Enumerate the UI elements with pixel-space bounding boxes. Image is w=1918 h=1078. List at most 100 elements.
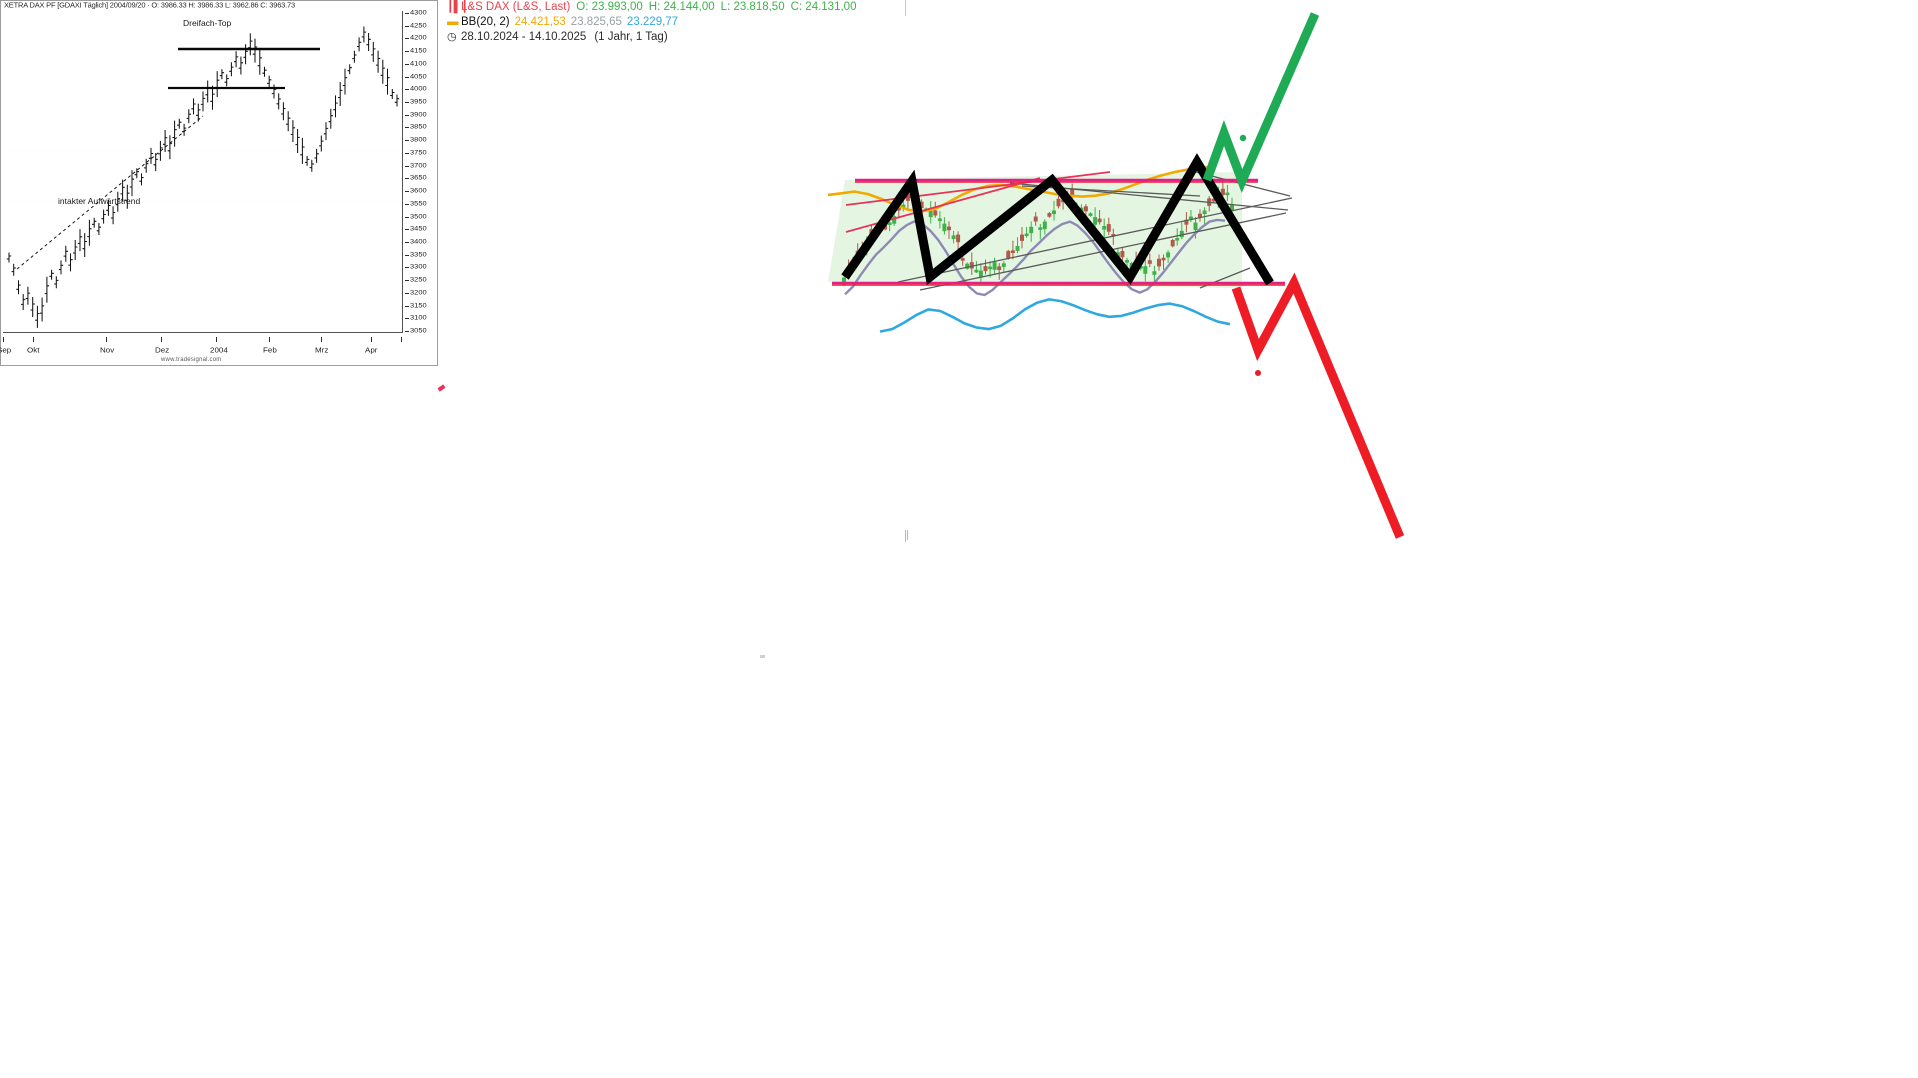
candle-body [1230,204,1234,211]
y-tick [405,140,409,142]
candle-body [1152,271,1157,275]
candle-body [1052,210,1056,215]
candle-body [1143,266,1148,274]
candle-body [1161,257,1166,261]
candle-body [1001,263,1006,267]
candle-body [1211,198,1216,202]
candle-body [1061,199,1066,203]
legend-indicator-row[interactable]: ▬ BB(20, 2) 24.421,53 23.825,65 23.229,77 [447,15,917,30]
candle-body [1006,250,1011,259]
x-tick [371,337,372,342]
candle-body [901,204,906,209]
left-chart-y-axis: 4300 4250 4200 4150 4100 4050 4000 3950 3900 3850… [405,9,437,335]
candle-body [1074,206,1079,210]
candle-body [896,207,901,211]
y-tick [405,38,409,40]
x-tick [106,337,107,342]
candle-body [1120,251,1125,258]
y-tick [405,114,409,116]
y-tick-label: 3400 [410,237,427,246]
candle-body [1198,213,1202,218]
y-tick [405,331,409,332]
candle-body [1056,198,1061,207]
candle-body [1102,226,1107,230]
candle-body [1093,217,1098,225]
legend-bb-lower: 23.229,77 [626,16,679,28]
x-tick [216,337,217,342]
candle-body [883,224,888,230]
y-tick-label: 3600 [410,186,427,195]
candle-body [1033,216,1038,222]
stray-mark-red [437,384,446,392]
candle-body [1029,226,1034,234]
candle-body [1134,261,1139,267]
candle-body [997,266,1002,270]
y-tick [405,318,409,320]
y-tick [405,292,409,294]
y-tick-label: 3800 [410,135,427,144]
stray-mark-gray [760,655,765,658]
candle-body [1188,216,1193,220]
crosshair-remnant [905,530,906,542]
y-tick-label: 3300 [410,262,427,271]
left-chart-header: XETRA DAX PF [GDAXI Täglich] 2004/09/20 … [4,1,295,10]
y-tick-label: 3650 [410,173,427,182]
legend-date-range: 28.10.2024 - 14.10.2025 [461,31,587,43]
candle-body [1138,266,1143,269]
annotation-aufwaertstrend: intakter Aufwärtstrend [58,196,141,206]
candle-body [842,277,846,286]
x-tick [33,337,34,342]
legend-indicator-label: BB(20, 2) [461,16,510,28]
y-tick-label: 4050 [410,71,427,80]
x-tick-label: Nov [100,346,115,355]
candle-body [1047,213,1052,217]
x-tick-label: Mrz [315,346,329,355]
candle-body [988,266,993,270]
y-tick [405,165,409,167]
y-tick-label: 4000 [410,84,427,93]
candle-body [1166,252,1171,258]
x-tick [3,337,4,342]
oscillator-line [879,298,1231,333]
y-tick [405,63,409,65]
candle-body [1202,210,1207,215]
y-tick-label: 3450 [410,224,427,233]
y-tick-label: 3750 [410,148,427,157]
xetra-dax-historical-chart: XETRA DAX PF [GDAXI Täglich] 2004/09/20 … [0,0,438,366]
legend-interval: (1 Jahr, 1 Tag) [594,31,668,43]
candle-body [1216,196,1221,202]
y-tick-label: 4250 [410,20,427,29]
candle-body [1111,234,1116,237]
ohlc-bars [6,26,400,328]
x-tick-label: Apr [365,346,378,355]
legend-symbol-row[interactable]: ┃▌┃L&S DAX (L&S, Last) O: 23.993,00 H: 24.… [447,0,917,15]
candle-body [864,241,869,247]
candle-body [1184,219,1189,225]
y-tick-label: 3950 [410,97,427,106]
y-tick [405,13,409,14]
candle-body [1129,263,1134,270]
y-tick [405,25,409,27]
y-tick [405,280,409,282]
chart-legend: ┃▌┃L&S DAX (L&S, Last) O: 23.993,00 H: 24.… [447,0,917,45]
y-tick [405,102,409,104]
candle-body [983,266,988,272]
candle-body [919,201,924,208]
candle-body [887,222,892,225]
left-chart-watermark: www.tradesignal.com [161,357,222,363]
candle-body [1015,246,1020,251]
y-tick-label: 3700 [410,160,427,169]
y-tick [405,216,409,218]
y-tick [405,229,409,231]
candle-body [1225,192,1230,196]
annotation-dreifach-top: Dreifach-Top [183,18,232,28]
candle-body [855,250,860,259]
legend-bb-mid: 23.825,65 [570,16,622,28]
y-tick-label: 4150 [410,46,427,55]
legend-symbol-label: L&S DAX (L&S, Last) [461,1,571,13]
legend-timerange-row[interactable]: ◷ 28.10.2024 - 14.10.2025 (1 Jahr, 1 Tag) [447,30,917,45]
legend-divider [905,0,906,16]
y-tick [405,127,409,129]
candlestick-series [842,180,1234,287]
candle-body [1147,260,1152,264]
